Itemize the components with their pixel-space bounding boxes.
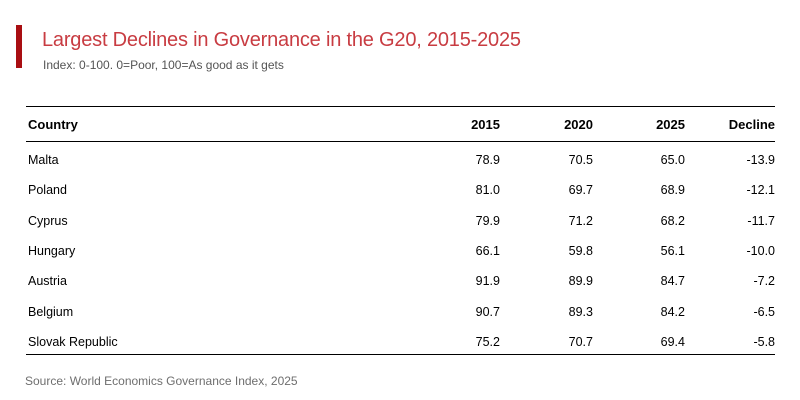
governance-table: Country 2015 2020 2025 Decline Malta 78.… [26, 106, 775, 355]
table-header-row: Country 2015 2020 2025 Decline [26, 106, 775, 142]
table-row: Belgium 90.7 89.3 84.2 -6.5 [26, 293, 775, 323]
cell-2015: 91.9 [475, 274, 500, 289]
cell-decline: -7.2 [753, 274, 775, 289]
cell-decline: -13.9 [746, 152, 776, 167]
cell-2020: 70.5 [568, 152, 593, 167]
cell-2015: 78.9 [475, 152, 500, 167]
table-row: Hungary 66.1 59.8 56.1 -10.0 [26, 233, 775, 263]
cell-2020: 89.3 [568, 304, 593, 319]
cell-2020: 69.7 [568, 183, 593, 198]
cell-2025: 69.4 [593, 323, 685, 355]
cell-country: Belgium [28, 304, 74, 319]
table-row: Austria 91.9 89.9 84.7 -7.2 [26, 263, 775, 293]
cell-2025: 65.0 [660, 152, 685, 167]
cell-decline: -6.5 [753, 304, 775, 319]
cell-2015: 66.1 [475, 244, 500, 259]
column-header-2015: 2015 [407, 106, 500, 142]
cell-2025: 84.2 [660, 304, 685, 319]
cell-decline: -5.8 [685, 323, 775, 355]
cell-decline: -10.0 [746, 244, 776, 259]
column-header-2020: 2020 [500, 106, 593, 142]
cell-country: Malta [28, 152, 59, 167]
cell-2020: 70.7 [500, 323, 593, 355]
table-row: Poland 81.0 69.7 68.9 -12.1 [26, 172, 775, 202]
cell-2025: 84.7 [660, 274, 685, 289]
page-subtitle: Index: 0-100. 0=Poor, 100=As good as it … [43, 58, 284, 72]
governance-table-container: Country 2015 2020 2025 Decline Malta 78.… [26, 106, 775, 355]
cell-country: Cyprus [28, 213, 68, 228]
cell-2025: 56.1 [660, 244, 685, 259]
column-header-country: Country [26, 106, 407, 142]
table-row: Slovak Republic 75.2 70.7 69.4 -5.8 [26, 323, 775, 355]
cell-decline: -11.7 [747, 213, 775, 228]
table-row: Cyprus 79.9 71.2 68.2 -11.7 [26, 202, 775, 232]
cell-2015: 81.0 [475, 183, 500, 198]
title-accent-bar [16, 25, 22, 68]
cell-country: Austria [28, 274, 67, 289]
cell-2025: 68.9 [660, 183, 685, 198]
cell-2015: 79.9 [475, 213, 500, 228]
cell-decline: -12.1 [746, 183, 776, 198]
source-attribution: Source: World Economics Governance Index… [25, 374, 298, 388]
column-header-2025: 2025 [593, 106, 685, 142]
cell-2020: 71.2 [568, 213, 593, 228]
cell-2020: 89.9 [568, 274, 593, 289]
table-row: Malta 78.9 70.5 65.0 -13.9 [26, 142, 775, 172]
cell-2015: 75.2 [407, 323, 500, 355]
cell-country: Poland [28, 183, 67, 198]
cell-country: Slovak Republic [26, 323, 407, 355]
cell-2020: 59.8 [568, 244, 593, 259]
column-header-decline: Decline [685, 106, 775, 142]
page-title: Largest Declines in Governance in the G2… [42, 29, 521, 51]
cell-2025: 68.2 [660, 213, 685, 228]
cell-country: Hungary [28, 244, 76, 259]
cell-2015: 90.7 [475, 304, 500, 319]
